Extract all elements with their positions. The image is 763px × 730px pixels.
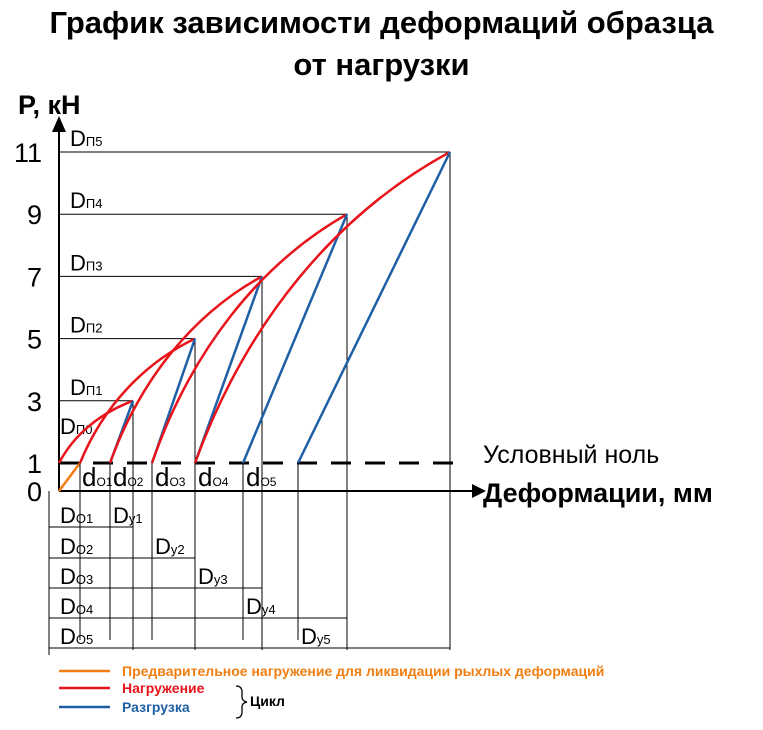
loading-curve-4 (150, 213, 348, 464)
y-tick-label-3: 3 (27, 387, 42, 417)
chart-title-line1: График зависимости деформаций образца (49, 5, 714, 40)
elastic-label-2: Dу2 (155, 534, 185, 559)
elastic-label-4: Dу4 (246, 594, 276, 619)
elastic-label-5: Dу5 (301, 624, 331, 649)
y-tick-label-7: 7 (27, 262, 42, 292)
residual-label-2: dO2 (113, 462, 144, 492)
total-label-2: DO2 (60, 534, 93, 559)
loading-curve-5 (193, 150, 451, 464)
x-axis-arrow (472, 484, 486, 498)
loading-curve-2 (78, 337, 196, 464)
total-label-5: DO5 (60, 624, 93, 649)
legend-text-2: Нагружение (122, 680, 205, 696)
y-axis-arrow (52, 116, 66, 132)
elastic-label-3: Dу3 (198, 564, 228, 589)
residual-label-1: dO1 (82, 462, 113, 492)
unloading-line-5 (296, 151, 452, 464)
total-label-4: DO4 (60, 594, 93, 619)
peak-label-5: DП5 (70, 126, 102, 151)
loading-curve-1 (57, 399, 134, 464)
x-axis-title: Деформации, мм (483, 478, 713, 508)
peak-label-1: DП1 (70, 375, 102, 400)
peak-label-4: DП4 (70, 188, 102, 213)
preload-line (58, 462, 81, 492)
y-tick-label-11: 11 (14, 138, 42, 168)
peak-label-3: DП3 (70, 250, 102, 275)
y-tick-label-5: 5 (27, 325, 42, 355)
total-label-3: DO3 (60, 564, 93, 589)
chart-title: График зависимости деформаций образца от… (0, 2, 763, 86)
residual-label-3: dO3 (155, 462, 186, 492)
y-tick-label-0: 0 (27, 477, 42, 507)
legend-text-3: Разгрузка (122, 699, 190, 715)
conditional-zero-label: Условный ноль (483, 441, 659, 469)
total-label-1: DO1 (60, 503, 93, 528)
residual-label-5: dO5 (246, 462, 277, 492)
elastic-label-1: Dу1 (113, 503, 143, 528)
cycle-bracket (235, 685, 248, 719)
cycle-label: Цикл (250, 693, 285, 709)
y-axis-title: P, кН (18, 90, 81, 120)
unloading-line-4 (241, 213, 349, 464)
y-tick-label-9: 9 (27, 200, 42, 230)
legend-text-1: Предварительное нагружение для ликвидаци… (122, 663, 604, 679)
loading-curve-3 (108, 275, 263, 464)
residual-label-4: dO4 (198, 462, 229, 492)
peak-label-2: DП2 (70, 313, 102, 338)
chart-title-line2: от нагрузки (293, 47, 470, 82)
y-tick-label-1: 1 (27, 449, 42, 479)
